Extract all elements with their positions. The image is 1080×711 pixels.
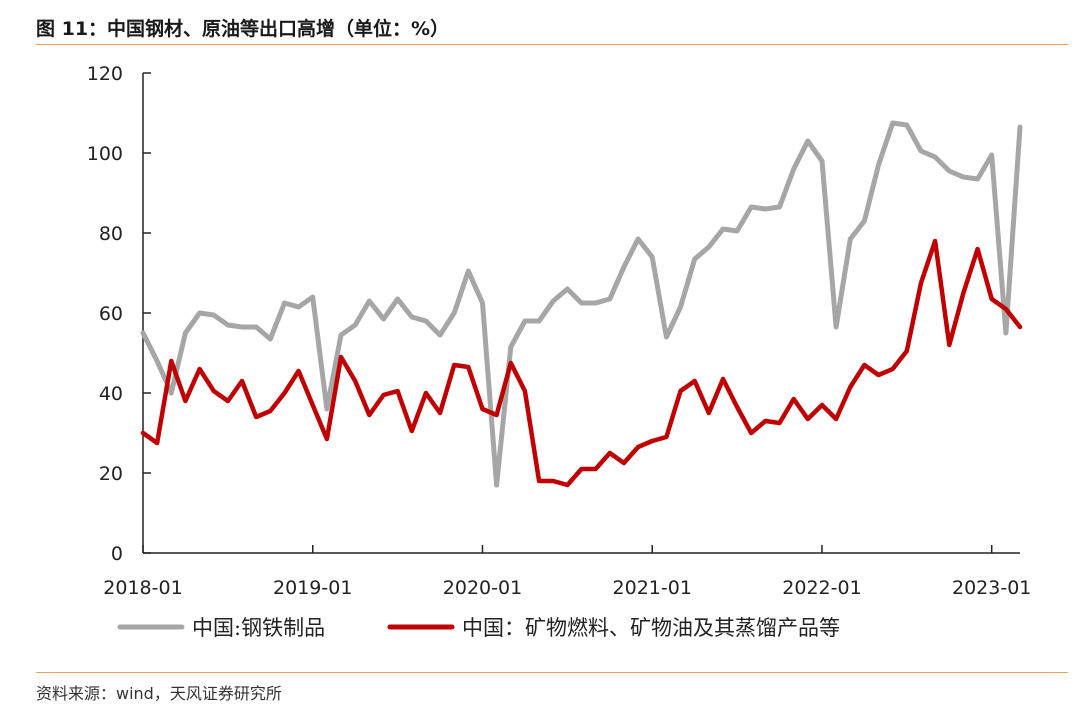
chart-legend: 中国:钢铁制品 中国：矿物燃料、矿物油及其蒸馏产品等 — [117, 616, 840, 640]
x-tick-label: 2021-01 — [613, 577, 692, 599]
series-line-fuel — [140, 238, 1023, 488]
series-line-steel — [140, 120, 1023, 488]
y-tick-label: 40 — [99, 383, 123, 405]
x-tick-label: 2020-01 — [443, 577, 522, 599]
y-tick-label: 60 — [99, 303, 123, 325]
y-tick-label: 0 — [111, 543, 123, 565]
title-divider — [36, 44, 1068, 45]
y-tick-label: 80 — [99, 223, 123, 245]
y-tick-label: 20 — [99, 463, 123, 485]
y-tick-label: 120 — [87, 63, 123, 85]
x-tick-label: 2019-01 — [273, 577, 352, 599]
x-tick-label: 2023-01 — [952, 577, 1031, 599]
legend-label: 中国：矿物燃料、矿物油及其蒸馏产品等 — [462, 616, 840, 640]
x-tick-label: 2022-01 — [782, 577, 861, 599]
y-tick-label: 100 — [87, 143, 123, 165]
footer-divider — [36, 672, 1068, 673]
legend-label: 中国:钢铁制品 — [192, 616, 325, 640]
series-layer — [140, 120, 1023, 488]
source-note: 资料来源：wind，天风证券研究所 — [36, 684, 282, 703]
x-tick-label: 2018-01 — [103, 577, 182, 599]
chart-axes: 0 20 40 60 80 100 120 2018-01 2019-01 2020-01 2021… — [87, 63, 1032, 599]
chart-title: 图 11：中国钢材、原油等出口高增（单位：%） — [36, 18, 450, 40]
